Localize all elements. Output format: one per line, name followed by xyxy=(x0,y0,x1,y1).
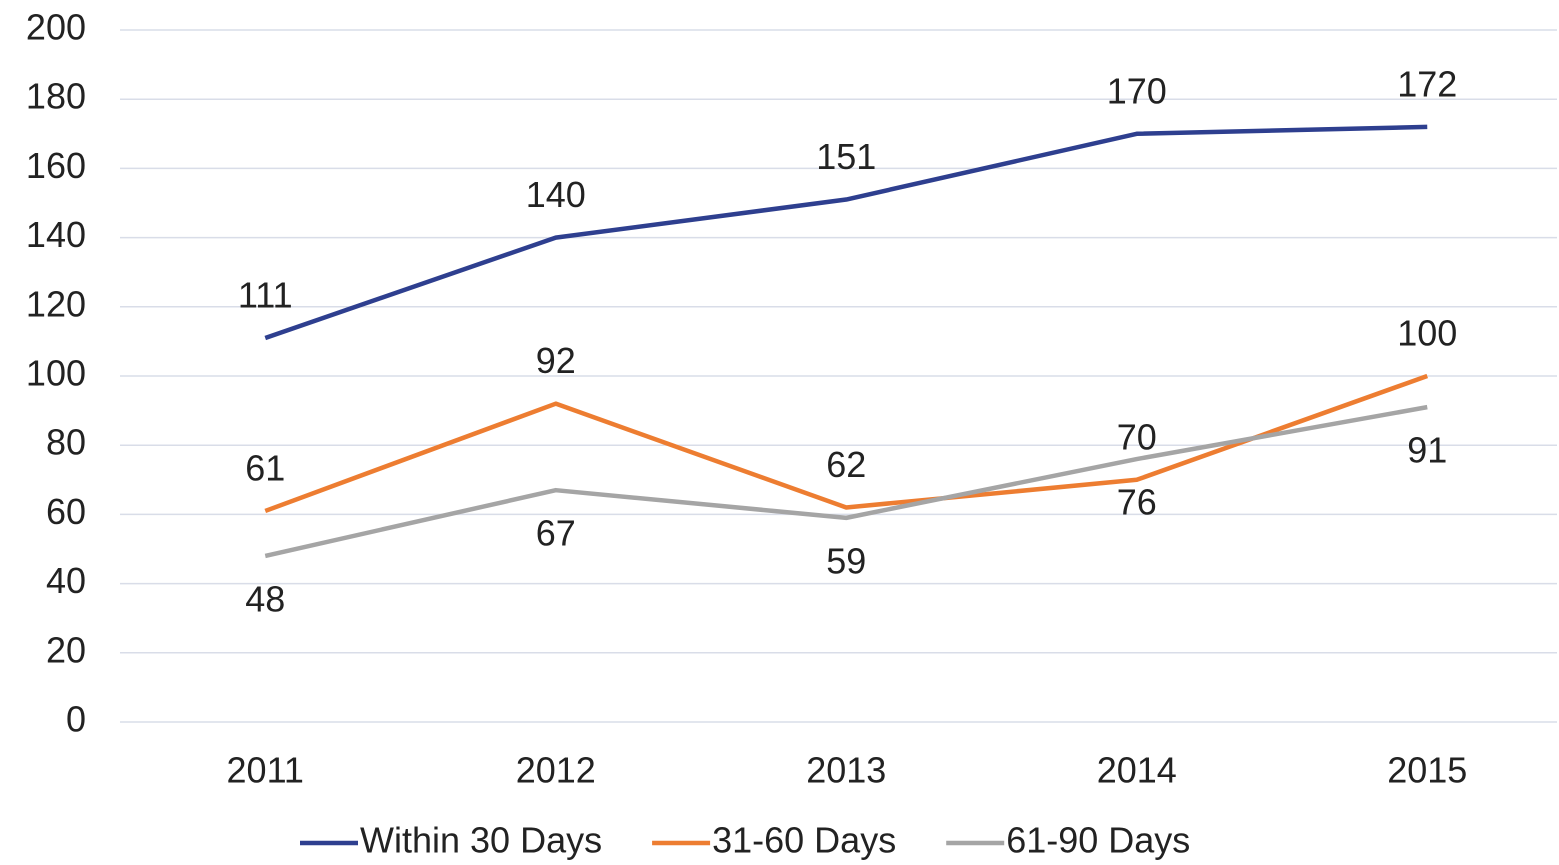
data-label: 151 xyxy=(816,136,876,177)
y-tick-label: 180 xyxy=(26,76,86,117)
data-label: 62 xyxy=(826,444,866,485)
x-tick-label: 2013 xyxy=(806,750,886,791)
data-label: 91 xyxy=(1407,430,1447,471)
y-tick-label: 160 xyxy=(26,145,86,186)
y-tick-label: 40 xyxy=(46,560,86,601)
data-label: 70 xyxy=(1117,416,1157,457)
data-label: 61 xyxy=(245,447,285,488)
series-line xyxy=(264,124,1428,341)
data-label: 172 xyxy=(1397,63,1457,104)
y-tick-label: 140 xyxy=(26,214,86,255)
x-tick-label: 2012 xyxy=(516,750,596,791)
y-tick-label: 20 xyxy=(46,629,86,670)
y-tick-label: 200 xyxy=(26,7,86,48)
data-label: 111 xyxy=(238,274,293,315)
x-tick-label: 2014 xyxy=(1097,750,1177,791)
data-label: 67 xyxy=(536,513,576,554)
y-tick-label: 80 xyxy=(46,422,86,463)
legend-label: Within 30 Days xyxy=(360,820,602,861)
data-label: 48 xyxy=(245,578,285,619)
data-label: 76 xyxy=(1117,482,1157,523)
y-tick-label: 0 xyxy=(66,699,86,740)
legend-label: 61-90 Days xyxy=(1006,820,1190,861)
y-tick-label: 100 xyxy=(26,353,86,394)
series-line xyxy=(264,404,1428,559)
data-label: 100 xyxy=(1397,313,1457,354)
series-line xyxy=(264,373,1429,514)
data-label: 92 xyxy=(536,340,576,381)
x-tick-label: 2015 xyxy=(1387,750,1467,791)
data-label: 170 xyxy=(1107,70,1167,111)
x-tick-label: 2011 xyxy=(227,750,304,791)
data-label: 140 xyxy=(526,174,586,215)
legend-label: 31-60 Days xyxy=(712,820,896,861)
data-label: 59 xyxy=(826,540,866,581)
y-tick-label: 60 xyxy=(46,491,86,532)
y-tick-label: 120 xyxy=(26,283,86,324)
